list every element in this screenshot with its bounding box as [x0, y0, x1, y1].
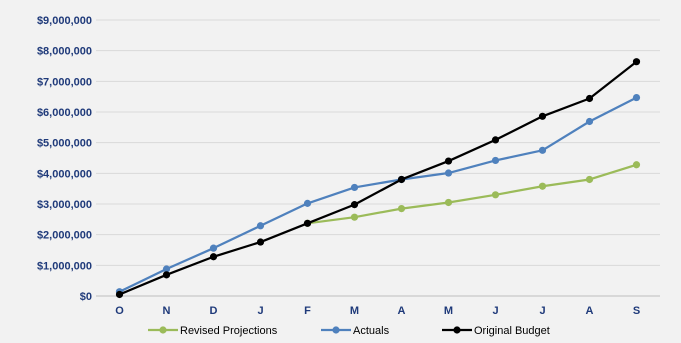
data-point: [585, 117, 594, 126]
y-tick-label: $7,000,000: [37, 76, 92, 88]
y-tick-label: $6,000,000: [37, 107, 92, 119]
y-tick-label: $2,000,000: [37, 230, 92, 242]
gridlines: [96, 19, 660, 297]
legend-label: Revised Projections: [180, 325, 278, 337]
x-tick-label: J: [257, 305, 263, 317]
data-point: [491, 156, 500, 165]
data-point: [162, 271, 171, 279]
y-tick-label: $1,000,000: [37, 260, 92, 272]
data-point: [162, 265, 171, 273]
legend: Revised Projections Actuals Original Budge…: [148, 325, 550, 337]
y-tick-label: $9,000,000: [37, 15, 92, 27]
data-point: [209, 253, 218, 261]
data-point: [632, 93, 641, 102]
x-tick-label: F: [304, 305, 311, 317]
x-tick-label: M: [444, 305, 453, 317]
x-tick-label: D: [210, 305, 218, 317]
series-2: [115, 58, 641, 299]
legend-swatch-marker: [332, 326, 340, 334]
y-tick-label: $3,000,000: [37, 199, 92, 211]
data-point: [397, 205, 406, 213]
data-point: [256, 222, 265, 230]
data-point: [350, 183, 359, 192]
series-0: [303, 161, 641, 227]
series-line: [119, 96, 638, 293]
x-tick-label: J: [539, 305, 545, 317]
legend-swatch-marker: [453, 326, 461, 334]
data-point: [303, 219, 312, 227]
data-point: [444, 169, 453, 177]
x-tick-label: A: [586, 305, 594, 317]
data-point: [632, 58, 641, 66]
x-tick-label: O: [115, 305, 124, 317]
data-point: [209, 244, 218, 252]
data-point: [585, 94, 594, 103]
x-tick-label: J: [492, 305, 498, 317]
data-point: [444, 157, 453, 165]
y-tick-label: $5,000,000: [37, 138, 92, 150]
data-point: [538, 146, 547, 154]
x-tick-label: S: [633, 305, 640, 317]
data-point: [115, 290, 124, 299]
data-point: [491, 136, 500, 144]
data-point: [303, 199, 312, 207]
data-point: [491, 191, 500, 199]
data-point: [256, 238, 265, 246]
legend-item: Actuals: [321, 325, 390, 337]
series-line: [307, 163, 637, 225]
x-tick-label: M: [350, 305, 359, 317]
y-tick-label: $0: [80, 291, 92, 303]
data-point: [538, 182, 547, 190]
y-tick-labels: $0 $1,000,000 $2,000,000 $3,000,000 $4,000,0…: [37, 15, 92, 303]
legend-item: Original Budget: [442, 325, 550, 337]
data-point: [632, 161, 641, 169]
data-point: [350, 201, 359, 209]
legend-item: Revised Projections: [148, 325, 278, 337]
data-point: [585, 175, 594, 184]
x-tick-label: A: [398, 305, 406, 317]
x-tick-label: N: [163, 305, 171, 317]
data-point: [538, 112, 547, 120]
series-lines: [115, 58, 641, 299]
data-point: [350, 213, 359, 221]
legend-swatch-marker: [159, 326, 167, 334]
series-1: [115, 93, 641, 296]
y-tick-label: $8,000,000: [37, 46, 92, 58]
legend-label: Actuals: [353, 325, 390, 337]
data-point: [397, 175, 406, 184]
series-line: [119, 60, 638, 296]
legend-label: Original Budget: [474, 325, 550, 337]
y-tick-label: $4,000,000: [37, 168, 92, 180]
data-point: [444, 198, 453, 207]
